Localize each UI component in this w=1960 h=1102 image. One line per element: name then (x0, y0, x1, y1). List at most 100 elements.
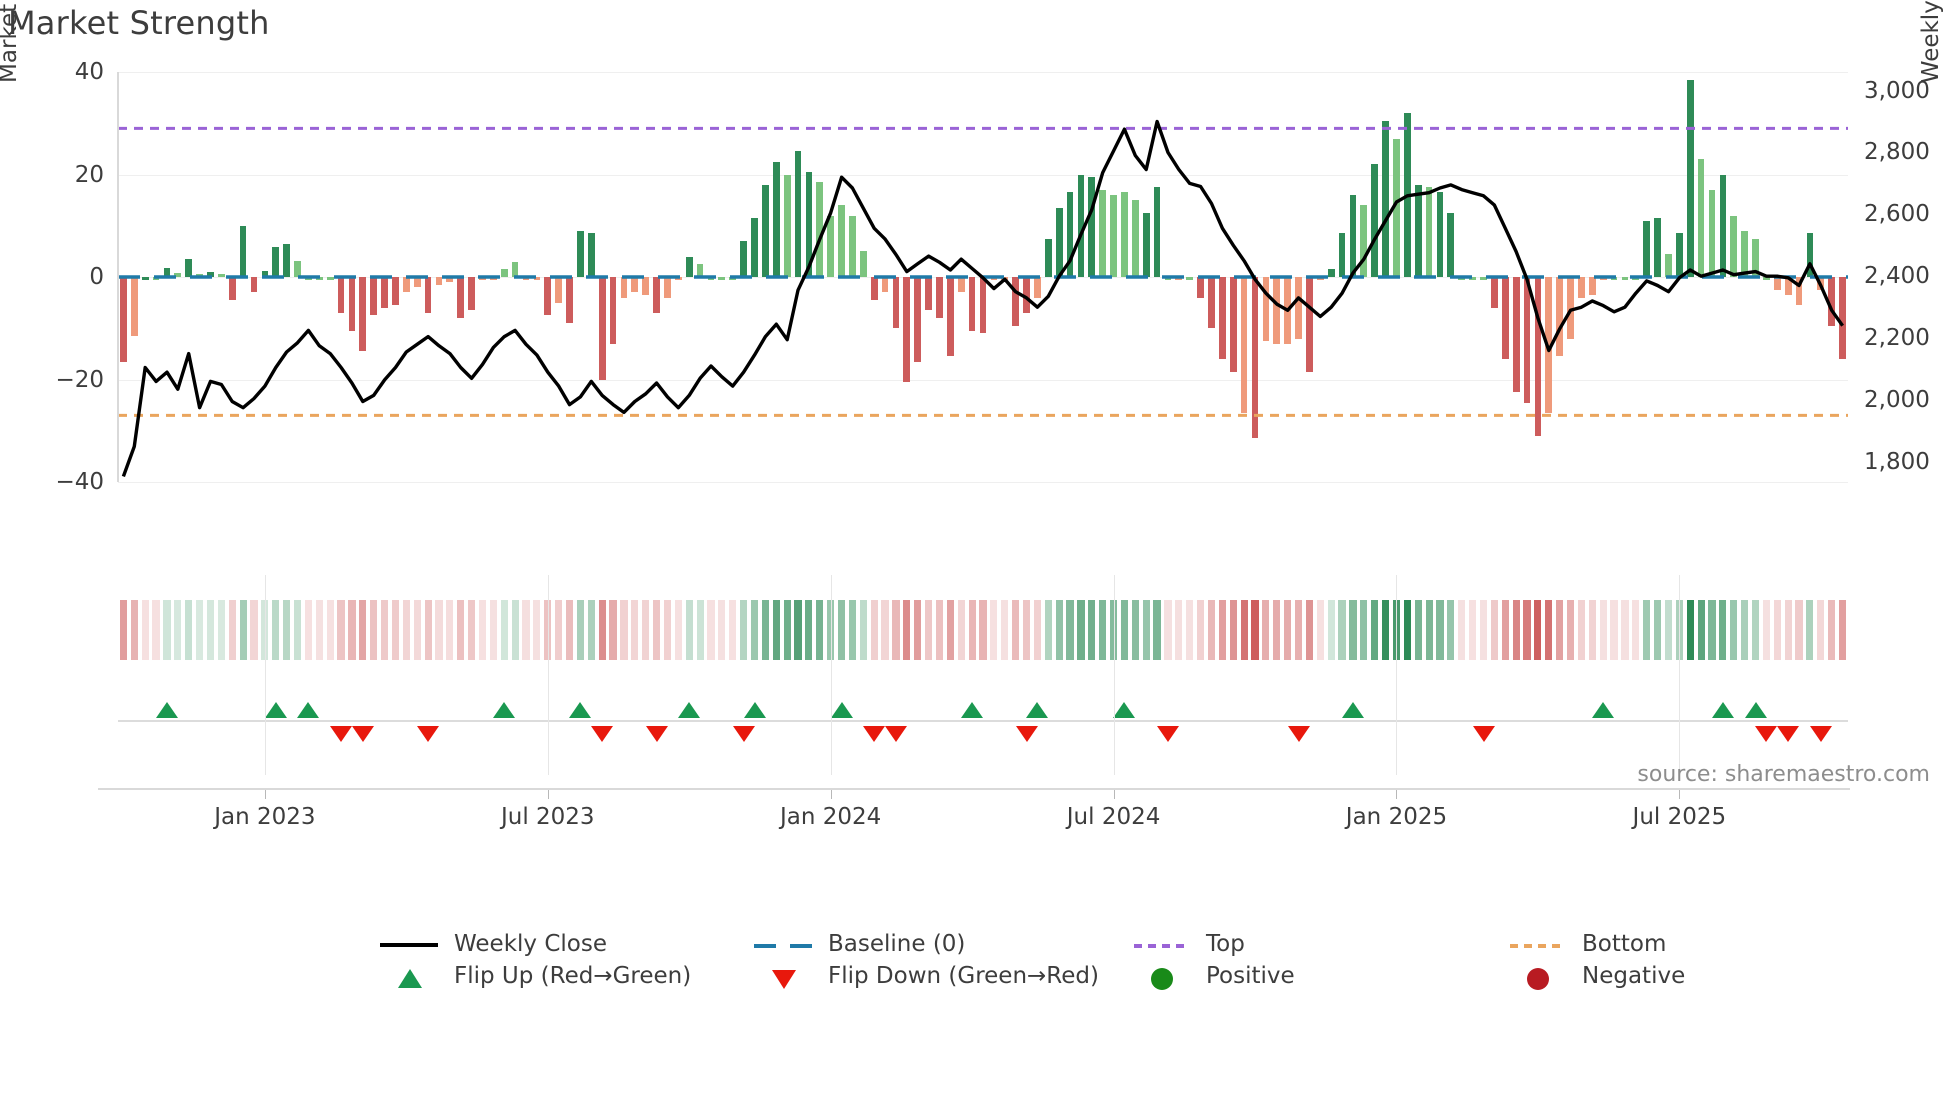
y-tick-left: 0 (89, 264, 104, 290)
heatmap-cell (1218, 600, 1226, 660)
heatmap-cell (489, 600, 497, 660)
heatmap-cell (1251, 600, 1259, 660)
bar (1088, 177, 1096, 277)
heatmap-cell (1425, 600, 1433, 660)
bar (1218, 277, 1226, 359)
bar (294, 260, 301, 277)
bar (664, 277, 671, 298)
heatmap-cell (1621, 600, 1629, 660)
legend-item-weekly-close[interactable]: Weekly Close (378, 928, 607, 960)
bar (1393, 138, 1400, 277)
y-axis-left-label: Market Strength (0, 0, 22, 120)
heatmap-cell (837, 600, 846, 660)
flip-up-marker (1113, 702, 1136, 718)
bar (1121, 192, 1128, 277)
heatmap-cell (1501, 600, 1509, 660)
heatmap-cell (642, 600, 650, 660)
flip-up-marker (678, 702, 701, 718)
heatmap-cell (304, 600, 312, 660)
heatmap-cell (1305, 600, 1313, 660)
flip-down-marker (330, 726, 353, 742)
flip-down-marker (417, 726, 440, 742)
bar (751, 218, 758, 277)
bar (544, 277, 552, 316)
heatmap-cell (1632, 600, 1640, 660)
legend-glyph (1130, 932, 1192, 956)
legend-item-top[interactable]: Top (1130, 928, 1245, 960)
bar (185, 258, 193, 277)
bar (685, 256, 693, 277)
bar (1251, 277, 1259, 439)
bar (239, 225, 247, 277)
bar (1338, 233, 1346, 277)
bar (533, 277, 541, 280)
legend-item-bottom[interactable]: Bottom (1506, 928, 1666, 960)
x-tick-mark (1113, 575, 1115, 775)
legend-item-flip-up-red-green[interactable]: Flip Up (Red→Green) (378, 960, 691, 992)
heatmap-cell (337, 600, 345, 660)
bar (261, 270, 269, 277)
heatmap-cell (1153, 600, 1161, 660)
heatmap-cell (261, 600, 269, 660)
legend-item-flip-down-green-red[interactable]: Flip Down (Green→Red) (752, 960, 1099, 992)
legend-glyph (752, 932, 814, 956)
bar (587, 233, 595, 277)
x-tick-label: Jan 2023 (214, 804, 316, 830)
heatmap-cell (1012, 600, 1020, 660)
bar (1414, 184, 1422, 277)
flip-down-marker (1472, 726, 1495, 742)
bar (1131, 200, 1139, 277)
heatmap-cell (1838, 600, 1847, 660)
legend-item-negative[interactable]: Negative (1506, 960, 1685, 992)
legend-label: Negative (1582, 963, 1686, 989)
triangle-down-icon (772, 970, 796, 989)
x-tick-label: Jul 2023 (500, 804, 595, 830)
heatmap-cell (1414, 600, 1422, 660)
flip-up-marker (493, 702, 516, 718)
heatmap-cell (1284, 600, 1292, 660)
bar (979, 277, 987, 334)
heatmap-cell (1327, 600, 1335, 660)
bar (174, 273, 182, 277)
bar (653, 277, 660, 313)
bar (1023, 277, 1030, 313)
heatmap-cell (1556, 600, 1564, 660)
bar (370, 277, 378, 316)
bar (740, 241, 747, 277)
heatmap-cell (402, 600, 410, 660)
legend-item-positive[interactable]: Positive (1130, 960, 1295, 992)
x-tick-mark-outer (264, 790, 266, 799)
y-tick-left: −40 (55, 469, 104, 495)
main-plot-area: 40 20 0 −20 −40 3,000 2,800 2,600 2,400 2,200 2,0… (55, 59, 1929, 495)
x-tick-mark (1679, 575, 1681, 775)
y-tick-right: 2,600 (1864, 201, 1930, 228)
bar (1621, 277, 1629, 280)
sentiment-heatmap-strip (118, 600, 1848, 660)
bar (511, 261, 519, 277)
bar (631, 277, 639, 293)
flip-up-marker (1592, 702, 1615, 718)
bar (1273, 277, 1281, 344)
flip-up-marker (743, 702, 766, 718)
heatmap-cell (1077, 600, 1085, 660)
heatmap-cell (1751, 600, 1760, 660)
heatmap-cell (370, 600, 378, 660)
bar (1240, 277, 1248, 413)
bar (1110, 195, 1117, 277)
heatmap-cell (565, 600, 574, 660)
legend-label: Flip Up (Red→Green) (454, 963, 692, 989)
heatmap-cell (631, 600, 639, 660)
bar (1425, 187, 1433, 277)
heatmap-cell (1479, 600, 1488, 660)
bar (1806, 233, 1814, 277)
heatmap-cell (533, 600, 541, 660)
heatmap-cell (1664, 600, 1673, 660)
bar (718, 277, 726, 280)
heatmap-cell (957, 600, 965, 660)
bar (1360, 205, 1368, 277)
bar (130, 277, 138, 336)
legend-item-baseline-0[interactable]: Baseline (0) (752, 928, 965, 960)
bar (555, 277, 563, 303)
heatmap-cell (1762, 600, 1770, 660)
